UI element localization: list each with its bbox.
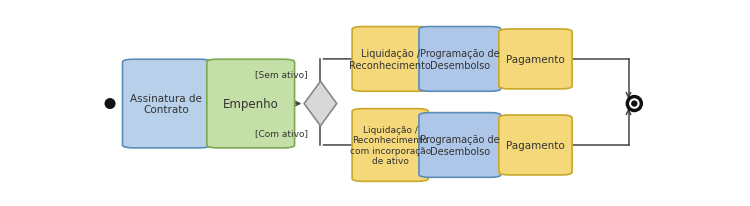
- Text: Liquidação /
Reconhecimento: Liquidação / Reconhecimento: [350, 49, 431, 70]
- Text: [Sem ativo]: [Sem ativo]: [255, 70, 308, 79]
- FancyBboxPatch shape: [352, 27, 428, 92]
- Text: Pagamento: Pagamento: [506, 55, 565, 65]
- FancyBboxPatch shape: [122, 60, 210, 148]
- Ellipse shape: [626, 96, 642, 112]
- FancyBboxPatch shape: [499, 115, 572, 175]
- Ellipse shape: [631, 101, 638, 107]
- FancyBboxPatch shape: [499, 30, 572, 89]
- Text: Pagamento: Pagamento: [506, 140, 565, 150]
- Ellipse shape: [105, 99, 115, 109]
- FancyBboxPatch shape: [419, 113, 501, 178]
- Polygon shape: [304, 82, 337, 126]
- Text: Assinatura de
Contrato: Assinatura de Contrato: [130, 93, 203, 115]
- Ellipse shape: [629, 99, 640, 109]
- Text: Programação de
Desembolso: Programação de Desembolso: [420, 135, 500, 156]
- FancyBboxPatch shape: [419, 27, 501, 92]
- FancyBboxPatch shape: [207, 60, 295, 148]
- Text: [Com ativo]: [Com ativo]: [255, 129, 308, 138]
- Text: Programação de
Desembolso: Programação de Desembolso: [420, 49, 500, 70]
- Text: Empenho: Empenho: [223, 98, 278, 110]
- FancyBboxPatch shape: [352, 109, 428, 181]
- Text: Liquidação /
Reconhecimento
com incorporação
de ativo: Liquidação / Reconhecimento com incorpor…: [350, 125, 430, 165]
